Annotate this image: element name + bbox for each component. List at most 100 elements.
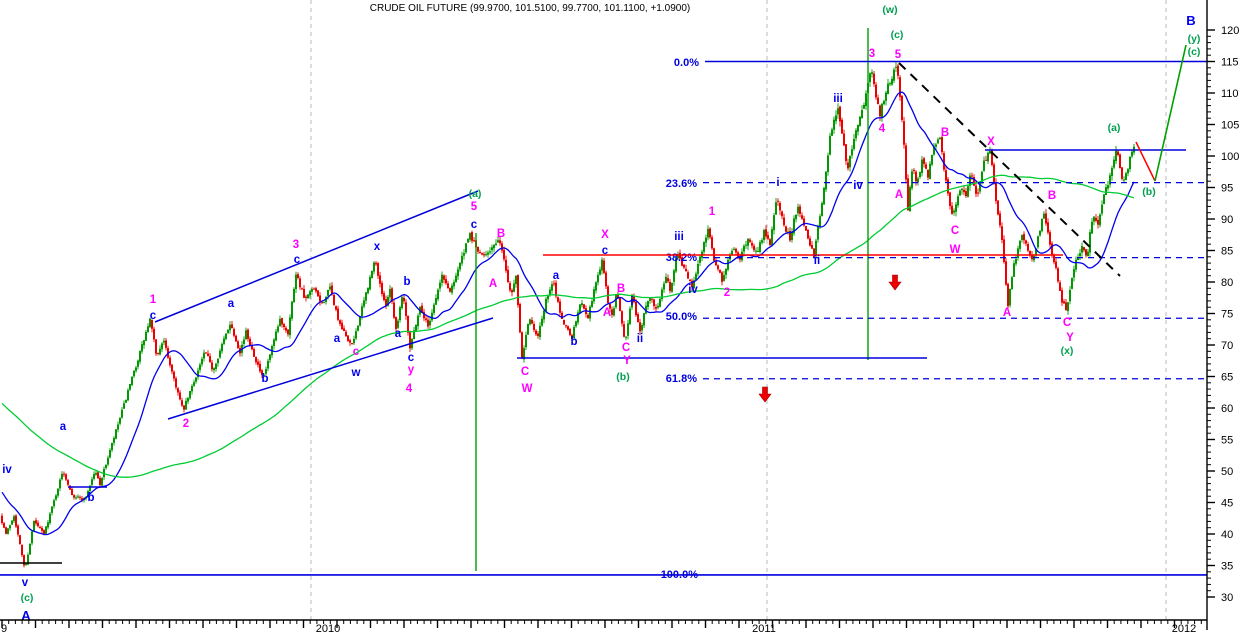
svg-text:110: 110 — [1221, 88, 1239, 100]
down-arrow-icon — [758, 386, 772, 403]
svg-text:2012: 2012 — [1172, 623, 1196, 635]
ma-slow — [1, 174, 1135, 478]
svg-text:30: 30 — [1221, 592, 1233, 604]
svg-text:(w): (w) — [882, 4, 897, 16]
svg-text:100: 100 — [1221, 151, 1239, 163]
svg-text:(b): (b) — [1142, 186, 1155, 198]
trendlines — [154, 44, 1187, 420]
svg-text:iv: iv — [853, 180, 863, 192]
svg-text:9: 9 — [1, 623, 7, 635]
fibonacci-levels: 0.0% 23.6% 38.2% 50.0% 61.8% 100.0% — [0, 57, 1207, 581]
svg-text:50: 50 — [1221, 466, 1233, 478]
svg-text:iii: iii — [833, 93, 843, 105]
svg-text:C: C — [521, 366, 529, 378]
svg-text:iii: iii — [674, 231, 684, 243]
svg-text:5: 5 — [895, 49, 902, 61]
svg-text:60: 60 — [1221, 403, 1233, 415]
svg-text:Y: Y — [1066, 332, 1074, 344]
svg-text:B: B — [1048, 190, 1056, 202]
svg-text:75: 75 — [1221, 309, 1233, 321]
svg-text:B: B — [617, 283, 625, 295]
svg-text:1: 1 — [150, 294, 157, 306]
svg-text:b: b — [261, 373, 268, 385]
signal-arrows — [758, 274, 902, 403]
svg-text:B: B — [941, 127, 949, 139]
svg-text:i: i — [776, 177, 779, 189]
svg-text:38.2%: 38.2% — [666, 252, 697, 264]
svg-text:b: b — [403, 276, 410, 288]
svg-text:iv: iv — [2, 464, 12, 476]
svg-text:(c): (c) — [891, 29, 904, 41]
svg-text:c: c — [294, 254, 301, 266]
svg-text:100.0%: 100.0% — [661, 569, 699, 581]
svg-text:a: a — [334, 333, 341, 345]
svg-text:c: c — [353, 346, 360, 358]
wave-labels: ivabv(c)A1c2ab3cacwxabcy4(a)5cBACWabXcBA… — [2, 4, 1200, 623]
svg-text:95: 95 — [1221, 183, 1233, 195]
svg-text:X: X — [987, 136, 995, 148]
svg-text:70: 70 — [1221, 340, 1233, 352]
svg-text:(a): (a) — [469, 188, 482, 200]
svg-text:(c): (c) — [1188, 46, 1201, 58]
ma-fast — [1, 91, 1135, 536]
svg-text:C: C — [622, 342, 630, 354]
svg-text:4: 4 — [406, 383, 413, 395]
svg-text:1: 1 — [709, 206, 716, 218]
svg-text:W: W — [950, 244, 961, 256]
svg-text:B: B — [1186, 13, 1195, 28]
svg-text:c: c — [150, 310, 157, 322]
svg-text:Y: Y — [623, 355, 631, 367]
svg-text:c: c — [408, 352, 415, 364]
svg-text:iv: iv — [688, 284, 698, 296]
svg-text:105: 105 — [1221, 120, 1239, 132]
svg-text:50.0%: 50.0% — [666, 311, 697, 323]
svg-text:3: 3 — [869, 48, 875, 60]
svg-text:x: x — [374, 241, 381, 253]
svg-text:a: a — [395, 328, 402, 340]
svg-text:v: v — [22, 577, 29, 589]
svg-text:a: a — [228, 298, 235, 310]
svg-text:b: b — [87, 492, 94, 504]
svg-text:A: A — [895, 189, 903, 201]
svg-text:A: A — [21, 608, 31, 623]
down-arrow-icon — [888, 274, 902, 291]
svg-text:C: C — [1063, 317, 1071, 329]
svg-text:B: B — [497, 228, 505, 240]
svg-text:a: a — [60, 421, 67, 433]
support-resistance — [0, 149, 1186, 564]
svg-text:35: 35 — [1221, 561, 1233, 573]
svg-text:115: 115 — [1221, 57, 1239, 69]
svg-text:A: A — [489, 278, 497, 290]
svg-text:ii: ii — [814, 255, 820, 267]
svg-text:(b): (b) — [616, 371, 629, 383]
svg-text:a: a — [553, 270, 560, 282]
svg-text:y: y — [408, 364, 415, 376]
svg-text:2010: 2010 — [316, 623, 340, 635]
svg-text:w: w — [351, 367, 361, 379]
svg-text:55: 55 — [1221, 435, 1233, 447]
svg-text:65: 65 — [1221, 372, 1233, 384]
svg-text:23.6%: 23.6% — [666, 178, 697, 190]
svg-text:A: A — [603, 307, 611, 319]
svg-text:45: 45 — [1221, 498, 1233, 510]
svg-text:C: C — [951, 225, 959, 237]
svg-text:2: 2 — [183, 418, 189, 430]
svg-text:90: 90 — [1221, 214, 1233, 226]
svg-text:(y): (y) — [1188, 33, 1201, 45]
moving-averages — [1, 91, 1135, 536]
svg-text:ii: ii — [637, 333, 643, 345]
vertical-markers — [475, 28, 869, 571]
svg-text:85: 85 — [1221, 246, 1233, 258]
svg-text:(c): (c) — [21, 592, 34, 604]
svg-text:61.8%: 61.8% — [666, 373, 697, 385]
svg-text:0.0%: 0.0% — [674, 57, 699, 69]
chart-title: CRUDE OIL FUTURE (99.9700, 101.5100, 99.… — [369, 3, 691, 14]
year-gridlines — [310, 0, 1167, 620]
svg-text:3: 3 — [293, 239, 299, 251]
svg-text:2011: 2011 — [752, 623, 776, 635]
svg-text:5: 5 — [471, 201, 478, 213]
svg-text:b: b — [570, 336, 577, 348]
